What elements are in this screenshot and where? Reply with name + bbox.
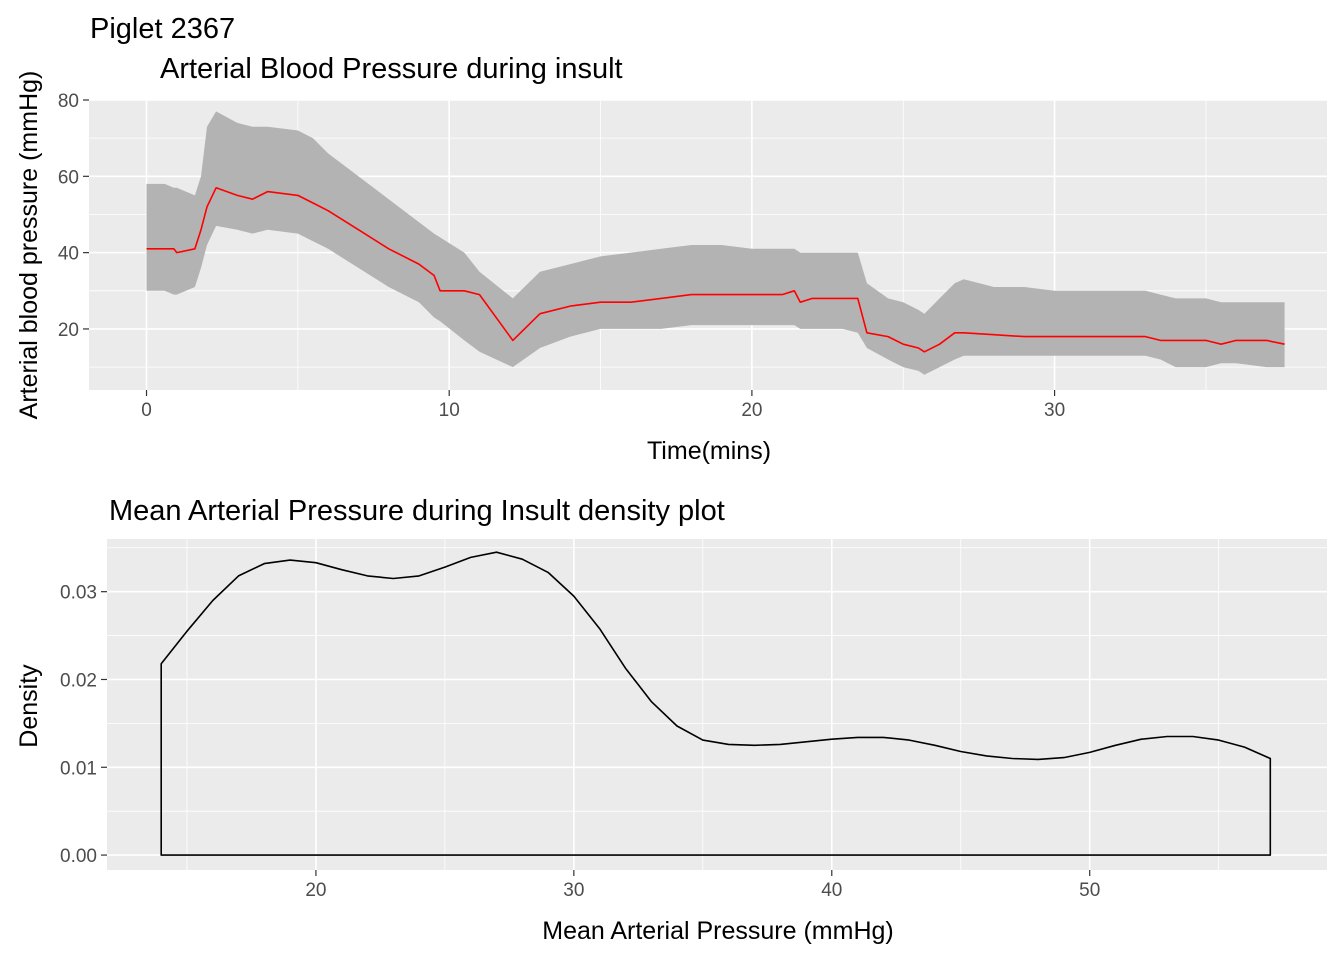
chart-title: Arterial Blood Pressure during insult xyxy=(160,53,623,85)
y-axis-label: Arterial blood pressure (mmHg) xyxy=(15,71,43,420)
x-tick-label: 30 xyxy=(563,880,584,901)
y-tick-label: 20 xyxy=(58,320,79,341)
y-tick-label: 0.02 xyxy=(60,670,97,691)
mean-pressure-line xyxy=(146,187,1285,353)
y-tick-label: 0.00 xyxy=(60,846,97,867)
y-tick-label: 60 xyxy=(58,167,79,188)
x-tick-label: 40 xyxy=(821,880,842,901)
x-tick-label: 30 xyxy=(1044,400,1065,421)
x-tick-label: 10 xyxy=(439,400,460,421)
x-tick-label: 20 xyxy=(305,880,326,901)
x-tick-label: 20 xyxy=(741,400,762,421)
blood-pressure-chart: 0 10 20 30 20 40 60 80 Arterial Blood Pressure … xyxy=(15,53,1327,465)
figure-title: Piglet 2367 xyxy=(90,13,235,45)
y-tick-label: 0.03 xyxy=(60,583,97,604)
chart-title: Mean Arterial Pressure during Insult den… xyxy=(109,495,725,527)
y-tick-label: 80 xyxy=(58,91,79,112)
y-axis-label: Density xyxy=(15,664,43,748)
x-axis-label: Mean Arterial Pressure (mmHg) xyxy=(542,917,893,945)
y-tick-label: 40 xyxy=(58,244,79,265)
density-chart: 20 30 40 50 0.00 0.01 0.02 0.03 Mean Arterial P… xyxy=(15,495,1327,945)
density-curve xyxy=(160,551,1272,856)
plot-panel xyxy=(107,539,1327,870)
x-tick-label: 0 xyxy=(141,400,152,421)
y-tick-label: 0.01 xyxy=(60,758,97,779)
x-tick-label: 50 xyxy=(1079,880,1100,901)
ribbon-band xyxy=(146,111,1285,375)
x-axis-label: Time(mins) xyxy=(647,437,771,465)
